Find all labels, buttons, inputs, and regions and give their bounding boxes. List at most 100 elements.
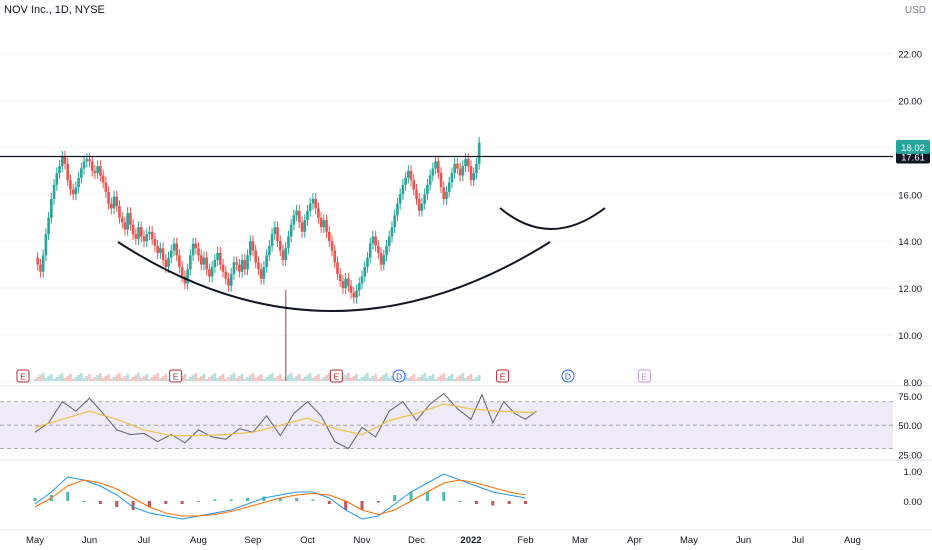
time-axis-label: Apr <box>627 535 642 546</box>
volume-bar <box>319 379 323 381</box>
rsi-tick-label: 25.00 <box>898 450 922 461</box>
candle-body <box>437 161 440 174</box>
volume-bar <box>298 374 301 381</box>
candle-body <box>213 259 217 268</box>
candle-body <box>469 166 473 181</box>
volume-bar <box>265 377 268 381</box>
macd-histogram-bar <box>344 501 348 510</box>
volume-bar <box>259 374 263 381</box>
macd-histogram-bar <box>524 501 527 504</box>
candle-body <box>409 170 413 181</box>
volume-bar <box>36 377 40 381</box>
volume-bar <box>232 373 236 381</box>
volume-bar <box>434 379 437 381</box>
volume-bar <box>219 376 222 381</box>
time-axis-label: Jun <box>82 535 97 546</box>
volume-bar <box>120 378 124 381</box>
candle-body <box>118 206 121 218</box>
candle-body <box>477 142 481 164</box>
volume-bar <box>101 378 105 381</box>
candle-body <box>199 255 203 265</box>
dividend-marker: D <box>561 369 575 383</box>
candle-body <box>164 259 168 268</box>
candle-body <box>216 252 219 260</box>
volume-bar <box>445 378 448 381</box>
earnings-marker: E <box>496 369 510 383</box>
volume-bar <box>300 379 304 381</box>
macd-histogram-bar <box>229 499 233 501</box>
candle-body <box>36 257 40 265</box>
volume-bar <box>357 379 361 381</box>
time-axis-label: Jun <box>736 535 751 546</box>
candle-body <box>172 243 176 251</box>
volume-bar <box>213 373 217 381</box>
candle-body <box>232 262 236 275</box>
volume-bar <box>458 375 462 381</box>
candle-body <box>246 255 249 270</box>
macd-histogram-bar <box>164 501 168 504</box>
candle-body <box>270 234 274 246</box>
candle-body <box>412 180 416 190</box>
candle-body <box>210 267 214 277</box>
candle-body <box>377 245 380 253</box>
macd-histogram-bar <box>115 501 119 507</box>
volume-bar <box>139 378 143 381</box>
volume-bar <box>292 378 296 381</box>
volume-bar <box>347 373 350 381</box>
candle-body <box>322 220 326 228</box>
volume-bar <box>276 376 279 381</box>
volume-bar <box>322 377 326 381</box>
volume-bar <box>99 373 102 381</box>
volume-bar <box>74 377 78 381</box>
volume-bar <box>295 376 298 381</box>
currency-label: USD <box>904 5 926 16</box>
candle-body <box>298 210 301 223</box>
macd-histogram-bar <box>262 496 266 501</box>
macd-histogram-bar <box>246 498 250 501</box>
candle-body <box>82 161 86 169</box>
volume-bar <box>129 379 132 381</box>
time-axis-label: May <box>680 535 698 546</box>
volume-bar <box>110 379 113 381</box>
macd-histogram-bar <box>147 501 151 507</box>
volume-bar <box>270 373 274 381</box>
volume-bar <box>363 375 367 381</box>
candle-body <box>243 259 247 270</box>
candle-body <box>44 234 48 256</box>
macd-histogram-bar <box>474 501 478 504</box>
time-axis-label: 2022 <box>460 535 481 546</box>
price-tick-label: 8.00 <box>904 378 923 389</box>
candle-body <box>336 262 339 275</box>
volume-bar <box>41 373 45 381</box>
volume-bar <box>227 377 230 381</box>
candle-body <box>123 222 127 230</box>
cup-curve <box>117 241 551 312</box>
macd-histogram-bar <box>442 492 446 501</box>
earnings-marker: E <box>637 369 651 383</box>
volume-bar <box>210 375 214 381</box>
candle-body <box>314 198 317 209</box>
last-price-label: 18.02 <box>901 143 925 154</box>
macd-histogram-bar <box>66 492 70 501</box>
chart-title: NOV Inc., 1D, NYSE <box>4 4 105 16</box>
volume-bar <box>205 379 208 381</box>
volume-bar <box>216 378 219 381</box>
volume-bar <box>409 376 413 381</box>
marker-label: D <box>396 372 402 382</box>
candle-body <box>110 203 113 209</box>
candle-body <box>159 248 162 253</box>
candle-body <box>156 245 159 253</box>
candle-body <box>142 236 146 242</box>
candle-body <box>101 175 105 183</box>
candle-body <box>401 184 405 195</box>
candle-body <box>393 215 396 228</box>
volume-bar <box>235 378 238 381</box>
candle-body <box>134 234 138 239</box>
candle-body <box>66 163 69 181</box>
volume-bar <box>115 375 119 381</box>
candle-body <box>208 269 211 277</box>
volume-bar <box>439 375 443 381</box>
marker-label: E <box>641 372 647 382</box>
time-axis-label: Sep <box>245 535 262 546</box>
